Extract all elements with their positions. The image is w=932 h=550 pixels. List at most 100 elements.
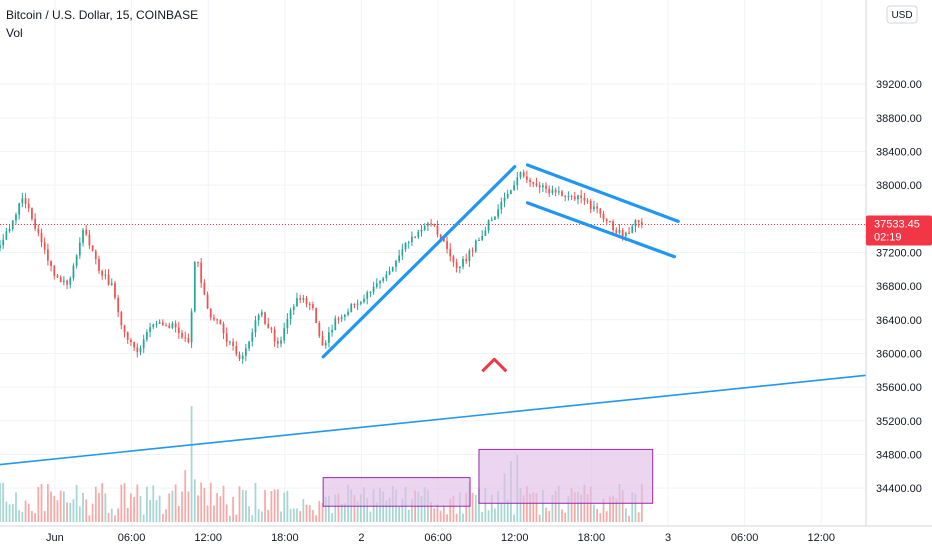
candle-body (229, 341, 231, 343)
candle-body (206, 294, 209, 309)
candle-body (577, 195, 579, 200)
candle-body (15, 214, 17, 221)
candle-body (53, 266, 56, 276)
candle-body (420, 229, 423, 232)
candle-body (273, 329, 276, 342)
candle-body (289, 310, 292, 319)
candle-body (564, 195, 567, 197)
volume-bar (104, 493, 107, 522)
volume-bar (321, 503, 324, 522)
rectangle-drawings[interactable] (322, 448, 654, 507)
candle-body (551, 189, 554, 194)
candle-body (200, 262, 203, 283)
candle-body (347, 311, 349, 315)
time-tick-label: 2 (358, 532, 364, 544)
price-tick-label: 34400.00 (876, 483, 922, 495)
volume-bar (334, 494, 337, 522)
candle-body (69, 278, 72, 285)
candle-body (439, 234, 442, 239)
candle-body (567, 195, 570, 197)
candle-body (519, 172, 522, 178)
volume-bar (356, 501, 359, 522)
candle-body (522, 172, 525, 177)
volume-bar (123, 483, 126, 522)
candle-body (254, 320, 257, 333)
candle-body (219, 320, 222, 324)
candle-body (340, 316, 343, 319)
volume-bar (359, 494, 362, 522)
candle-body (401, 249, 404, 256)
candle-body (526, 176, 528, 180)
volume-bar (229, 515, 231, 522)
candle-body (573, 196, 576, 200)
price-axis[interactable] (866, 0, 932, 550)
volume-bar (24, 500, 27, 522)
candle-body (510, 190, 512, 194)
candle-body (427, 223, 429, 226)
candle-body (136, 347, 139, 353)
candle-body (407, 242, 410, 244)
volume-bar (375, 502, 378, 522)
volume-bar (462, 513, 464, 522)
volume-bar (251, 515, 254, 522)
candle-body (366, 292, 369, 299)
candle-body (299, 298, 302, 300)
candle-body (184, 337, 187, 339)
bar-countdown: 02:19 (874, 231, 902, 243)
volume-bar (593, 504, 595, 522)
candle-body (315, 307, 318, 323)
volume-bar (40, 483, 43, 522)
volume-bar (158, 495, 161, 522)
time-axis[interactable] (0, 526, 932, 550)
candle-body (232, 341, 234, 346)
volume-bar (31, 511, 33, 522)
volume-bar (522, 495, 525, 522)
candle-body (117, 297, 120, 313)
volume-bar (519, 488, 522, 522)
candle-body (267, 323, 270, 329)
candle-body (513, 185, 515, 191)
volume-bar (474, 494, 477, 522)
volume-bar (117, 508, 120, 522)
volume-bar (484, 488, 487, 522)
volume-bar (615, 498, 618, 522)
long-support (0, 374, 867, 466)
volume-bar (235, 514, 238, 522)
volume-bar (458, 492, 461, 522)
candle-body (152, 324, 155, 328)
currency-badge[interactable]: USD (886, 5, 918, 24)
candle-body (484, 230, 487, 236)
candle-body (640, 222, 643, 225)
candle-body (350, 304, 353, 312)
volume-bar (273, 489, 276, 522)
volume-bar (481, 512, 484, 522)
annotations[interactable] (481, 357, 508, 373)
volume-bar (213, 505, 215, 522)
volume-bar (411, 499, 413, 522)
candle-body (589, 200, 592, 210)
candle-body (382, 278, 385, 281)
volume-bar (216, 493, 219, 522)
volume-bar (181, 491, 183, 522)
volume-bar (78, 506, 81, 522)
candle-body (391, 266, 394, 272)
candle-body (187, 337, 190, 343)
volume-bar (146, 486, 148, 522)
candle-body (104, 274, 107, 276)
volume-bar (197, 495, 199, 522)
volume-bar (299, 511, 302, 522)
candle-body (75, 255, 78, 266)
candle-body (213, 317, 215, 320)
candle-body (506, 193, 509, 198)
time-axis-ticks: Jun 06:00 12:00 18:00 2 06:00 12:00 18:00 3 06:00… (46, 532, 835, 544)
trendline-drawings[interactable] (0, 163, 867, 466)
volume-bar (382, 491, 385, 522)
volume-bar (570, 488, 573, 522)
candle-body (8, 228, 11, 232)
candle-body (385, 274, 388, 279)
volume-bar (420, 496, 423, 522)
candle-body (193, 262, 196, 312)
volume-bar (366, 498, 369, 522)
